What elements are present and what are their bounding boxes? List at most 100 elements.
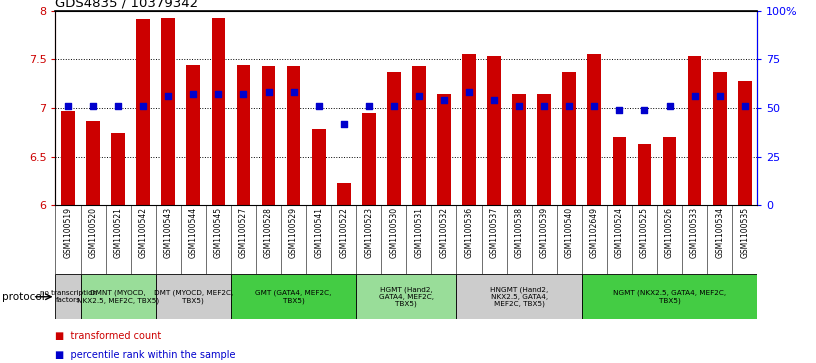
Bar xyxy=(738,81,752,205)
Bar xyxy=(432,205,456,274)
Point xyxy=(713,93,726,99)
FancyBboxPatch shape xyxy=(582,274,757,319)
Bar xyxy=(688,56,702,205)
Text: GSM1100525: GSM1100525 xyxy=(640,207,649,258)
Bar xyxy=(55,205,81,274)
Point xyxy=(663,103,676,109)
Point xyxy=(61,103,74,109)
Text: DMT (MYOCD, MEF2C,
TBX5): DMT (MYOCD, MEF2C, TBX5) xyxy=(153,290,233,304)
Text: GSM1100532: GSM1100532 xyxy=(440,207,449,258)
Point xyxy=(488,97,501,103)
Bar xyxy=(337,183,351,205)
Bar xyxy=(456,205,481,274)
Bar xyxy=(387,72,401,205)
Text: GSM1100541: GSM1100541 xyxy=(314,207,323,258)
Bar xyxy=(312,129,326,205)
Point xyxy=(638,107,651,113)
Point xyxy=(237,91,250,97)
FancyBboxPatch shape xyxy=(357,274,456,319)
Text: GSM1100540: GSM1100540 xyxy=(565,207,574,258)
Point xyxy=(112,103,125,109)
Bar xyxy=(663,137,676,205)
Bar xyxy=(462,54,476,205)
Bar xyxy=(607,205,632,274)
Bar xyxy=(613,137,627,205)
Text: GSM1102649: GSM1102649 xyxy=(590,207,599,258)
Text: DMNT (MYOCD,
NKX2.5, MEF2C, TBX5): DMNT (MYOCD, NKX2.5, MEF2C, TBX5) xyxy=(77,290,159,304)
Bar xyxy=(262,66,276,205)
Bar xyxy=(86,121,100,205)
Text: GSM1100539: GSM1100539 xyxy=(539,207,548,258)
Point xyxy=(512,103,526,109)
Text: GSM1100528: GSM1100528 xyxy=(264,207,273,258)
Bar xyxy=(637,144,651,205)
Bar xyxy=(588,54,601,205)
Bar xyxy=(381,205,406,274)
Text: GSM1100524: GSM1100524 xyxy=(615,207,624,258)
Bar xyxy=(632,205,657,274)
Text: GSM1100531: GSM1100531 xyxy=(415,207,424,258)
Text: GSM1100520: GSM1100520 xyxy=(89,207,98,258)
Bar xyxy=(357,205,381,274)
Bar xyxy=(231,205,256,274)
Point xyxy=(187,91,200,97)
Bar xyxy=(281,205,306,274)
Text: GSM1100544: GSM1100544 xyxy=(188,207,197,258)
Point xyxy=(86,103,100,109)
Bar xyxy=(256,205,281,274)
Bar xyxy=(306,205,331,274)
Bar xyxy=(712,72,726,205)
Bar xyxy=(537,94,551,205)
Bar xyxy=(206,205,231,274)
Text: GSM1100543: GSM1100543 xyxy=(164,207,173,258)
Point xyxy=(337,121,350,126)
Bar xyxy=(412,66,426,205)
Bar xyxy=(331,205,357,274)
Point xyxy=(162,93,175,99)
Bar xyxy=(487,56,501,205)
Text: HNGMT (Hand2,
NKX2.5, GATA4,
MEF2C, TBX5): HNGMT (Hand2, NKX2.5, GATA4, MEF2C, TBX5… xyxy=(490,286,548,307)
Text: GSM1100537: GSM1100537 xyxy=(490,207,499,258)
Text: GSM1100533: GSM1100533 xyxy=(690,207,699,258)
Text: protocol: protocol xyxy=(2,292,45,302)
Bar xyxy=(186,65,200,205)
Bar xyxy=(105,205,131,274)
Bar xyxy=(286,66,300,205)
Point xyxy=(613,107,626,113)
Bar xyxy=(111,133,125,205)
Point xyxy=(738,103,752,109)
Text: GSM1100527: GSM1100527 xyxy=(239,207,248,258)
Bar xyxy=(582,205,607,274)
Bar xyxy=(81,205,105,274)
Text: GSM1100529: GSM1100529 xyxy=(289,207,298,258)
Text: GSM1100523: GSM1100523 xyxy=(364,207,373,258)
Text: GSM1100526: GSM1100526 xyxy=(665,207,674,258)
Bar xyxy=(657,205,682,274)
Bar xyxy=(237,65,251,205)
Bar xyxy=(732,205,757,274)
Point xyxy=(287,90,300,95)
FancyBboxPatch shape xyxy=(231,274,357,319)
Text: NGMT (NKX2.5, GATA4, MEF2C,
TBX5): NGMT (NKX2.5, GATA4, MEF2C, TBX5) xyxy=(613,290,726,304)
Text: no transcription
factors: no transcription factors xyxy=(39,290,96,303)
Bar xyxy=(181,205,206,274)
Bar xyxy=(512,94,526,205)
Point xyxy=(362,103,375,109)
Text: GSM1100536: GSM1100536 xyxy=(464,207,473,258)
Text: ■  transformed count: ■ transformed count xyxy=(55,331,162,341)
Point xyxy=(563,103,576,109)
Text: GSM1100545: GSM1100545 xyxy=(214,207,223,258)
Bar xyxy=(406,205,432,274)
Bar xyxy=(481,205,507,274)
Bar xyxy=(557,205,582,274)
Point xyxy=(388,103,401,109)
Bar xyxy=(211,18,225,205)
Text: GSM1100521: GSM1100521 xyxy=(113,207,122,258)
Bar xyxy=(162,18,175,205)
Bar xyxy=(682,205,707,274)
Bar xyxy=(156,205,181,274)
Text: GSM1100530: GSM1100530 xyxy=(389,207,398,258)
FancyBboxPatch shape xyxy=(456,274,582,319)
FancyBboxPatch shape xyxy=(156,274,231,319)
FancyBboxPatch shape xyxy=(55,274,81,319)
